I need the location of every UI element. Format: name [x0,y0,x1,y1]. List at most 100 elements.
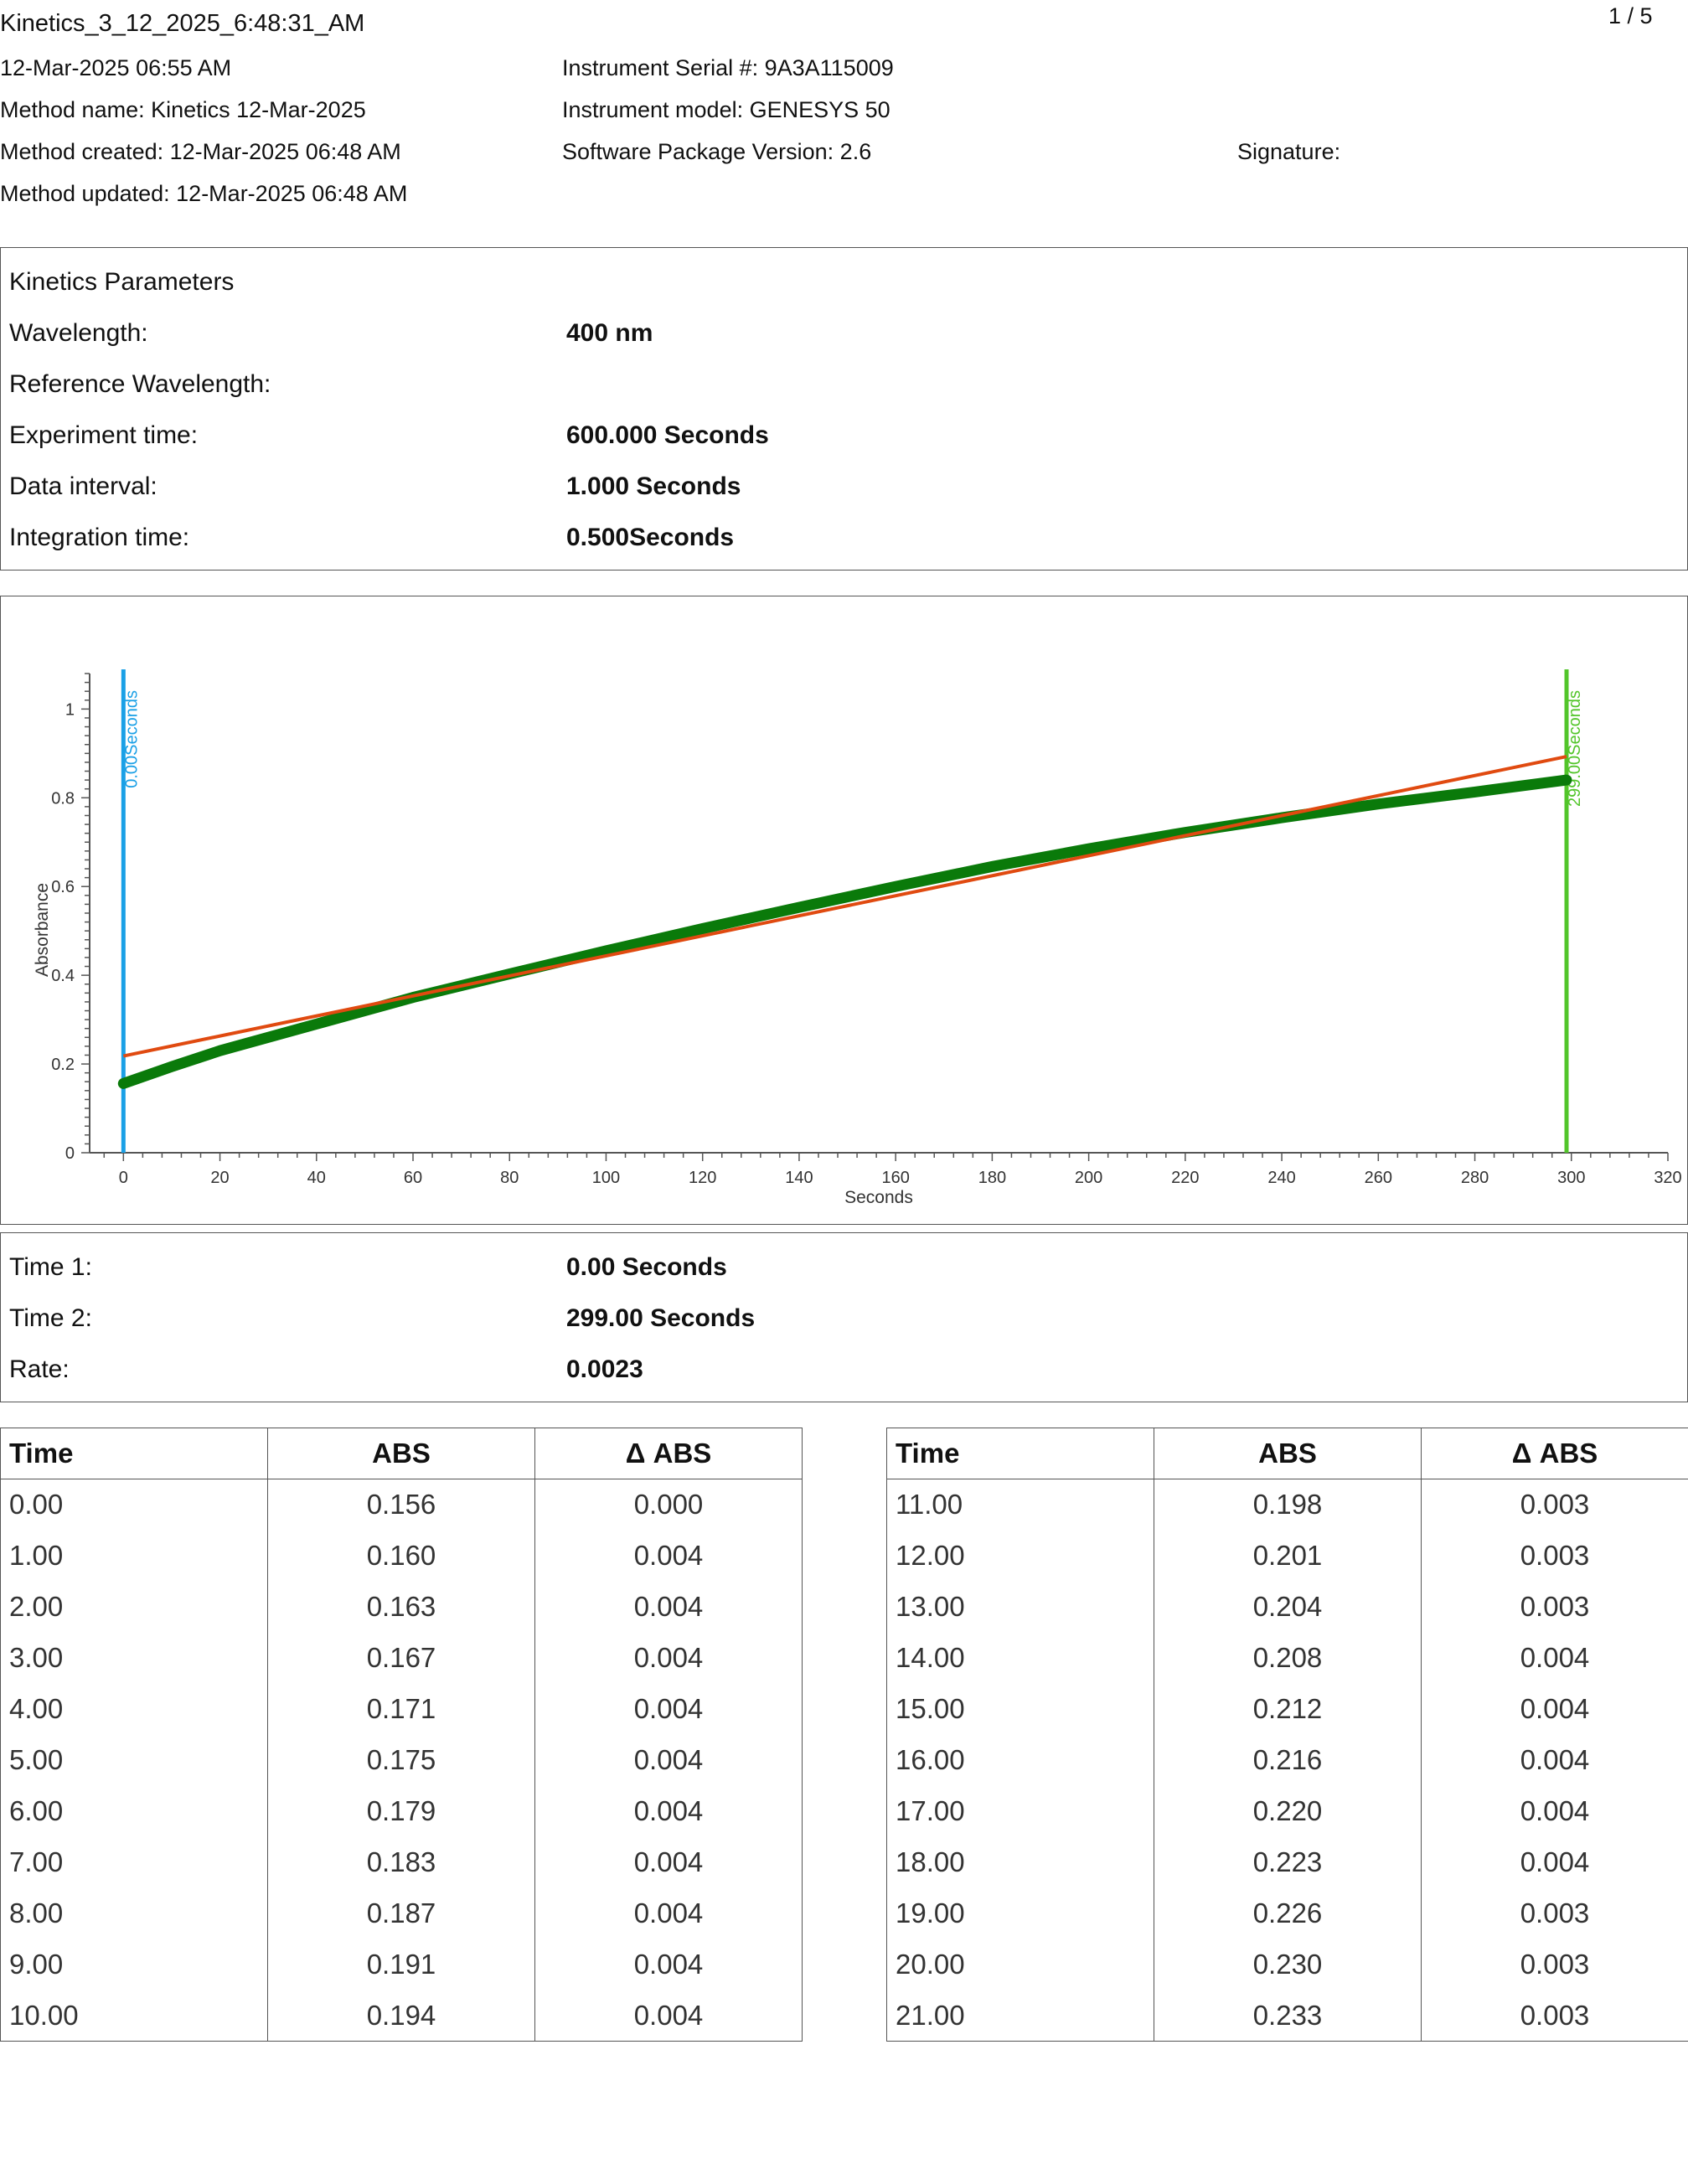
data-point [601,946,612,957]
cell-delta-abs: 0.004 [534,1683,803,1735]
column-header-abs: ABS [267,1428,535,1479]
cell-abs: 0.167 [267,1632,535,1684]
x-tick-label: 300 [1557,1169,1585,1187]
cell-delta-abs: 0.004 [534,1581,803,1633]
param-value: 0.500Seconds [566,524,735,551]
cell-time: 4.00 [0,1683,268,1735]
cell-delta-abs: 0.003 [1421,1887,1688,1939]
y-tick-label: 0.2 [51,1056,75,1074]
y-tick-label: 0.8 [51,789,75,808]
cell-time: 5.00 [0,1734,268,1786]
data-point [697,923,708,934]
x-tick-label: 280 [1461,1169,1489,1187]
cell-time: 7.00 [0,1836,268,1888]
table-row: 17.00 0.220 0.004 [886,1785,1688,1837]
parameters-heading: Kinetics Parameters [9,268,235,296]
cell-delta-abs: 0.004 [534,1990,803,2042]
cell-time: 3.00 [0,1632,268,1684]
cell-abs: 0.230 [1154,1939,1422,1990]
result-label: Time 1: [9,1253,92,1281]
table-row: 9.00 0.191 0.004 [0,1939,803,1990]
param-label: Wavelength: [9,319,148,347]
cell-time: 6.00 [0,1785,268,1837]
table-row: 7.00 0.183 0.004 [0,1836,803,1888]
table-header-row: Time ABS Δ ABS [0,1428,803,1479]
cell-time: 15.00 [886,1683,1154,1735]
cell-delta-abs: 0.004 [1421,1734,1688,1786]
table-row: 6.00 0.179 0.004 [0,1785,803,1837]
x-tick-label: 20 [210,1169,229,1187]
cell-abs: 0.191 [267,1939,535,1990]
x-tick-label: 0 [119,1169,128,1187]
param-value: 400 nm [566,319,653,347]
cell-delta-abs: 0.004 [534,1785,803,1837]
x-tick-label: 160 [881,1169,909,1187]
x-tick-label: 220 [1171,1169,1199,1187]
table-row: 3.00 0.167 0.004 [0,1632,803,1684]
cell-delta-abs: 0.004 [1421,1836,1688,1888]
method-name: Method name: Kinetics 12-Mar-2025 [0,97,366,122]
cell-time: 0.00 [0,1479,268,1531]
table-row: 18.00 0.223 0.004 [886,1836,1688,1888]
cell-delta-abs: 0.004 [1421,1632,1688,1684]
table-row: 1.00 0.160 0.004 [0,1530,803,1582]
cell-delta-abs: 0.004 [534,1530,803,1582]
cell-delta-abs: 0.003 [1421,1939,1688,1990]
data-point [1083,844,1094,854]
cell-time: 10.00 [0,1990,268,2042]
data-point [118,1078,129,1089]
cell-time: 21.00 [886,1990,1154,2042]
cell-abs: 0.183 [267,1836,535,1888]
cell-delta-abs: 0.004 [1421,1683,1688,1735]
cell-delta-abs: 0.003 [1421,1479,1688,1531]
kinetics-parameters-panel: Kinetics Parameters Wavelength: 400 nm R… [0,247,1688,571]
software-version: Software Package Version: 2.6 [562,139,872,164]
cell-delta-abs: 0.000 [534,1479,803,1531]
x-tick-label: 320 [1654,1169,1681,1187]
cell-delta-abs: 0.004 [534,1836,803,1888]
table-row: 2.00 0.163 0.004 [0,1581,803,1633]
x-tick-label: 120 [689,1169,716,1187]
param-label: Experiment time: [9,421,199,449]
instrument-model: Instrument model: GENESYS 50 [562,97,890,122]
cell-delta-abs: 0.003 [1421,1990,1688,2042]
cell-abs: 0.220 [1154,1785,1422,1837]
report-title: Kinetics_3_12_2025_6:48:31_AM [0,10,365,37]
cell-abs: 0.160 [267,1530,535,1582]
cell-time: 12.00 [886,1530,1154,1582]
report-date: 12-Mar-2025 06:55 AM [0,55,232,80]
cell-time: 17.00 [886,1785,1154,1837]
column-header-time: Time [0,1428,268,1479]
absorbance-series [117,774,1572,1089]
table-row: 19.00 0.226 0.003 [886,1887,1688,1939]
column-header-delta-abs: Δ ABS [534,1428,803,1479]
cell-abs: 0.179 [267,1785,535,1837]
cell-delta-abs: 0.004 [534,1939,803,1990]
cell-abs: 0.208 [1154,1632,1422,1684]
data-point [214,1046,225,1056]
x-tick-label: 140 [785,1169,813,1187]
x-tick-label: 60 [404,1169,422,1187]
method-created: Method created: 12-Mar-2025 06:48 AM [0,139,401,164]
data-table-right: Time ABS Δ ABS 11.00 0.198 0.003 12.00 0.201… [886,1428,1688,2042]
cell-delta-abs: 0.004 [1421,1785,1688,1837]
cell-time: 11.00 [886,1479,1154,1531]
cell-time: 18.00 [886,1836,1154,1888]
cell-delta-abs: 0.004 [534,1632,803,1684]
data-point [987,861,998,872]
column-header-time: Time [886,1428,1154,1479]
table-row: 14.00 0.208 0.004 [886,1632,1688,1684]
table-header-row: Time ABS Δ ABS [886,1428,1688,1479]
data-point [1562,775,1572,786]
param-label: Data interval: [9,472,157,500]
cell-time: 8.00 [0,1887,268,1939]
y-tick-label: 0 [65,1144,75,1163]
y-tick-label: 0.4 [51,967,75,985]
data-point [890,881,901,892]
cell-delta-abs: 0.004 [534,1734,803,1786]
cell-abs: 0.216 [1154,1734,1422,1786]
table-row: 10.00 0.194 0.004 [0,1990,803,2042]
result-label: Time 2: [9,1304,92,1332]
x-tick-label: 200 [1075,1169,1102,1187]
table-row: 5.00 0.175 0.004 [0,1734,803,1786]
